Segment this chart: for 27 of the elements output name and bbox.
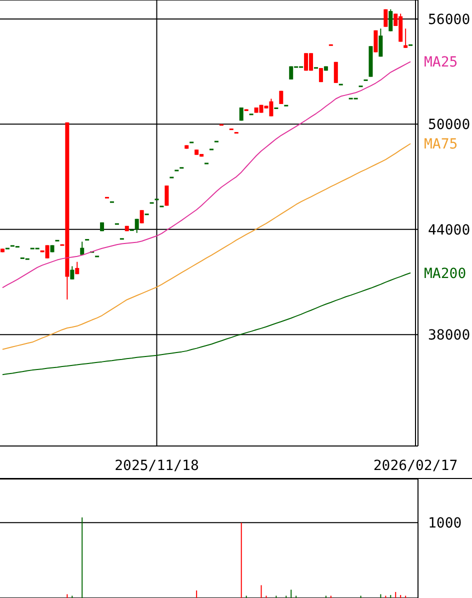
series-label: MA75 <box>424 136 458 153</box>
candlestick <box>80 241 84 256</box>
x-tick-label: 2026/02/17 <box>373 458 458 474</box>
candlestick <box>318 68 323 83</box>
series-label: MA200 <box>424 266 466 282</box>
line-series <box>2 143 412 350</box>
y-tick-label: 1000 <box>428 516 462 532</box>
candlestick <box>140 210 144 224</box>
candlestick <box>388 8 393 32</box>
candlestick <box>75 261 80 275</box>
line-series <box>2 272 412 376</box>
y-tick-label: 44000 <box>428 222 470 238</box>
candlestick <box>404 28 408 48</box>
candlestick <box>384 8 388 28</box>
x-tick-label: 2025/11/18 <box>114 458 199 474</box>
y-tick-label: 56000 <box>428 12 470 28</box>
candlestick <box>164 185 169 206</box>
series-label: MA25 <box>424 54 458 71</box>
y-tick-label: 38000 <box>428 328 470 344</box>
candlestick <box>378 28 383 58</box>
y-tick-label: 50000 <box>428 117 470 134</box>
line-series <box>2 61 412 288</box>
candlestick <box>334 61 338 84</box>
candlestick <box>134 218 139 234</box>
candlestick <box>239 107 244 122</box>
candlestick <box>374 30 378 53</box>
candlestick <box>70 266 74 280</box>
